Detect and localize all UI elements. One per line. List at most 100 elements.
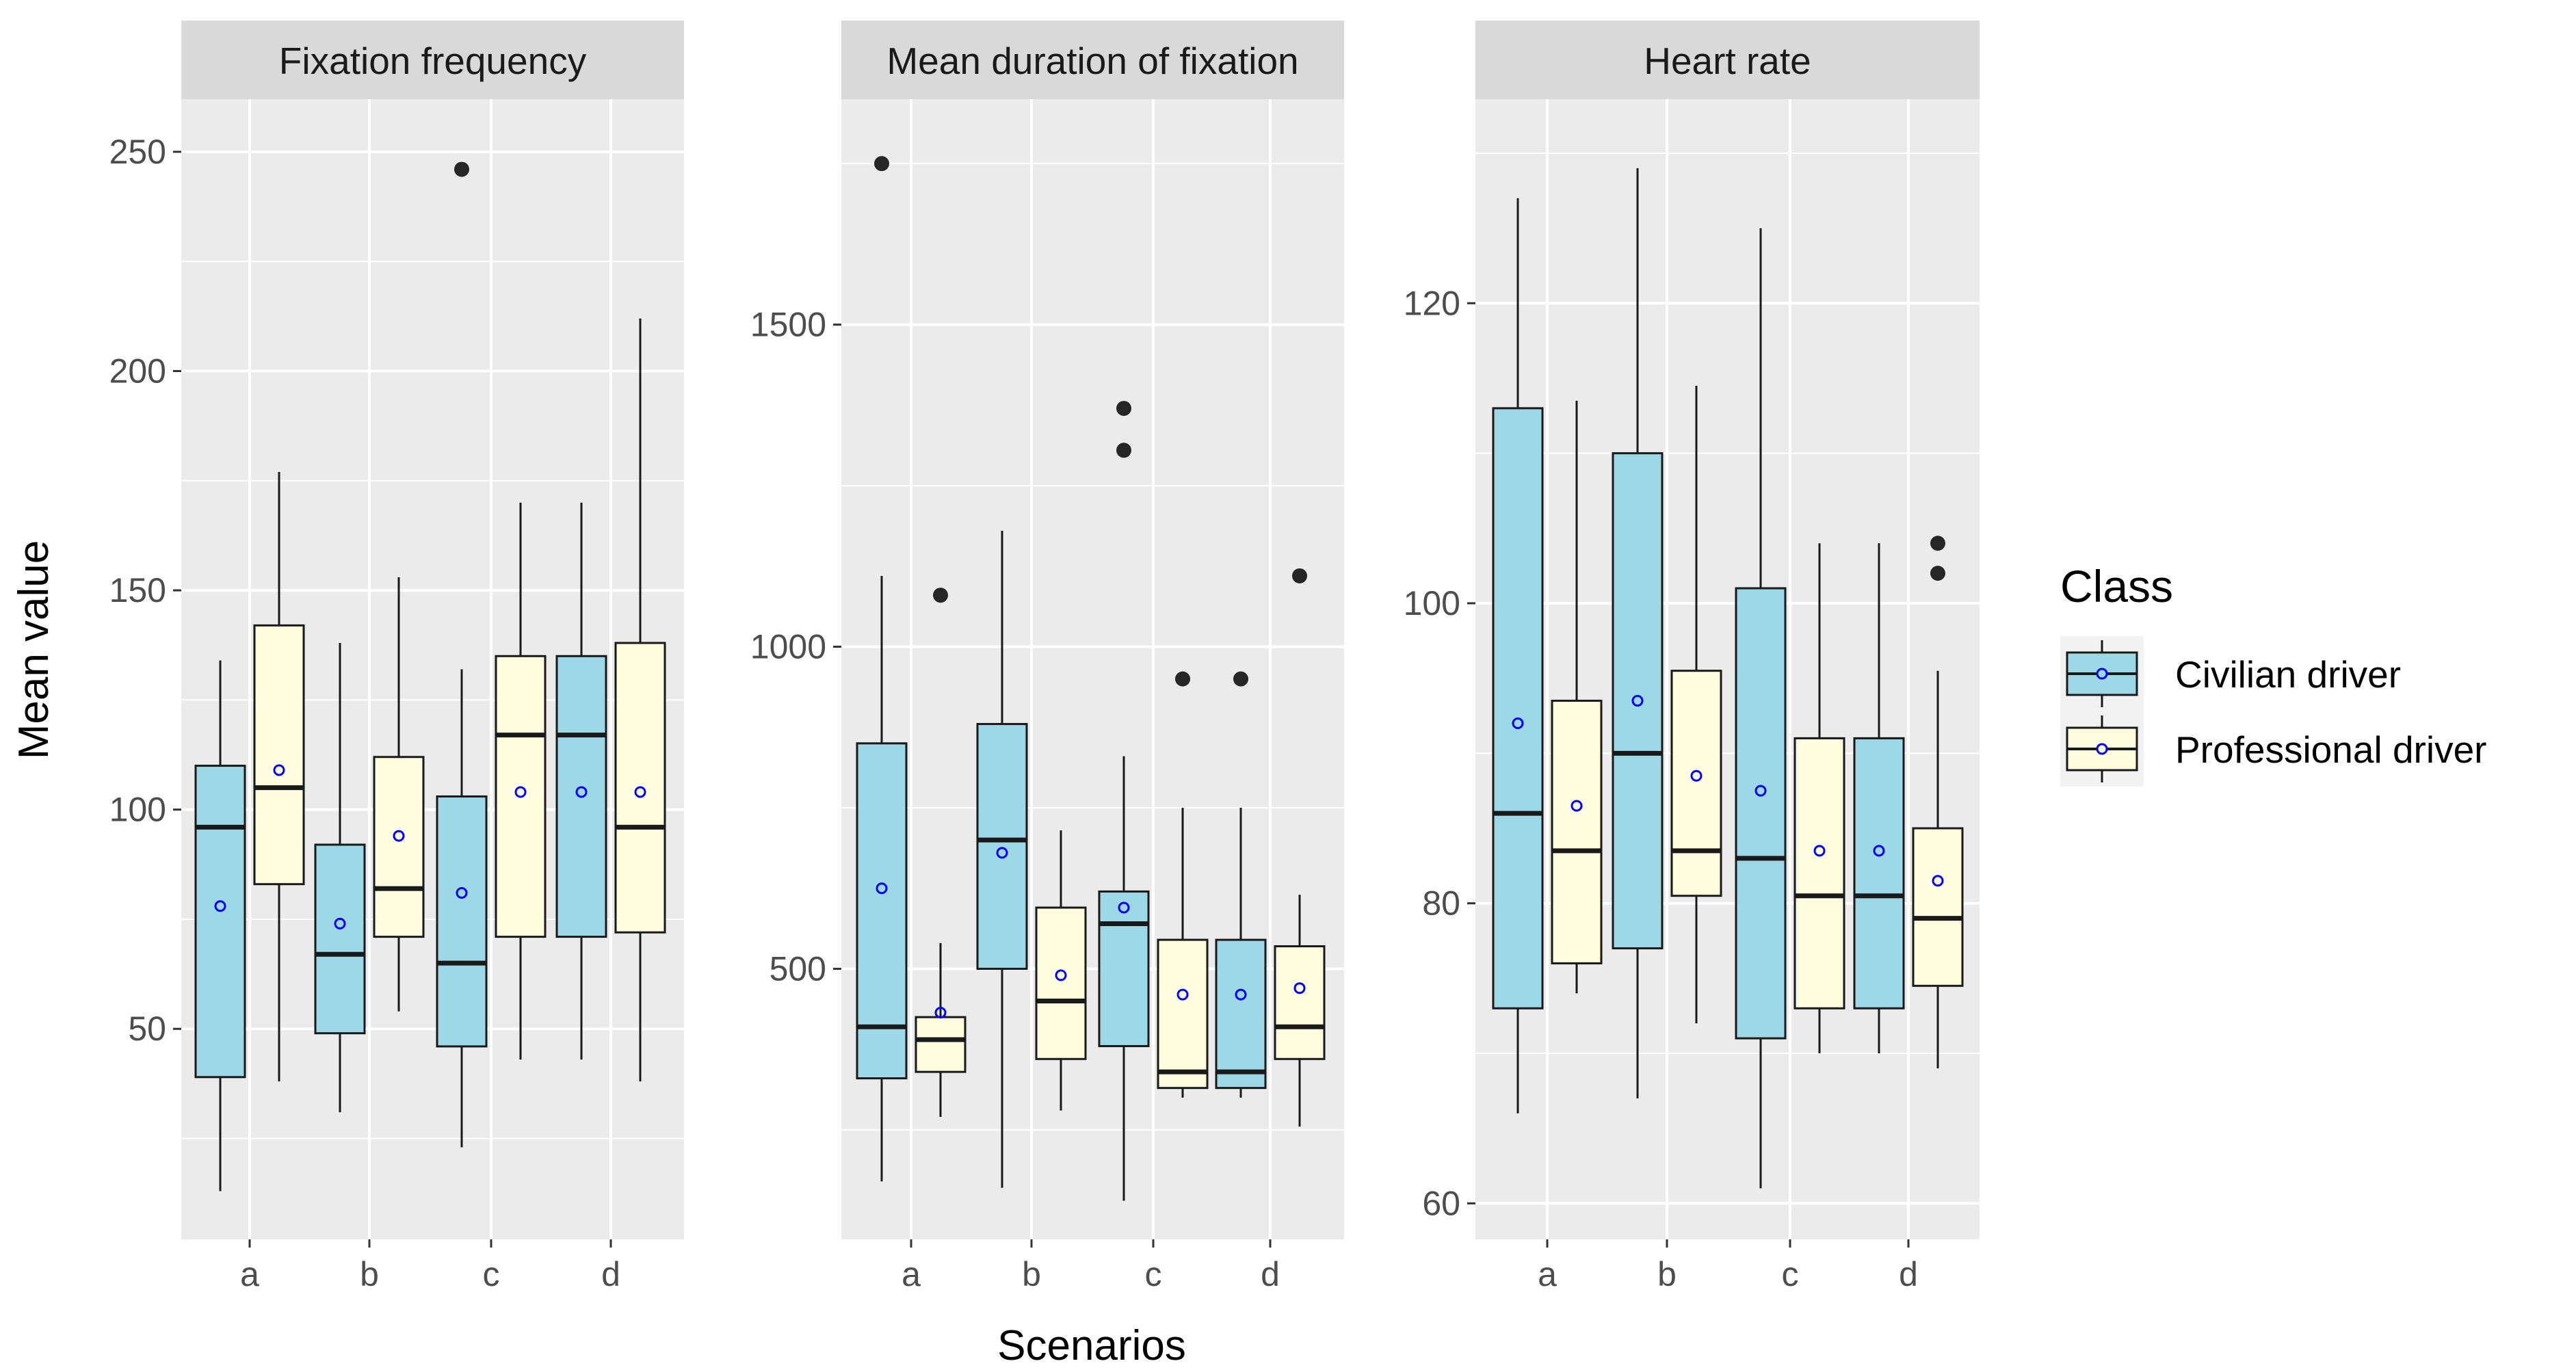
box-d <box>614 318 666 1082</box>
outlier-point <box>1233 671 1248 687</box>
panel-2: Mean duration of fixation 500 1000 1500 a b c d <box>750 21 1344 1293</box>
legend-keys <box>2060 636 2144 787</box>
box-iqr <box>1157 938 1209 1090</box>
box-d <box>1215 671 1267 1098</box>
mean-marker <box>934 1006 947 1018</box>
mean-marker <box>1754 785 1767 797</box>
box-iqr <box>1735 587 1787 1040</box>
mean-marker <box>334 917 346 930</box>
y-tick-label: 250 <box>109 133 166 171</box>
mean-marker <box>393 830 405 842</box>
box-iqr <box>373 756 425 938</box>
y-tick-label: 120 <box>1404 284 1460 322</box>
mean-marker <box>1570 800 1583 812</box>
x-tick-label: a <box>1538 1255 1557 1293</box>
box-iqr <box>1035 906 1087 1060</box>
legend-key-mean <box>2096 743 2108 755</box>
x-tick-label: b <box>1022 1255 1041 1293</box>
strip-background <box>1475 21 1980 99</box>
box-iqr <box>1274 945 1326 1060</box>
legend-label-professional: Professional driver <box>2175 728 2486 771</box>
box-iqr <box>1670 670 1722 897</box>
box-iqr <box>1853 737 1905 1010</box>
mean-marker <box>1512 717 1524 729</box>
mean-marker <box>1235 988 1247 1001</box>
panel-1: Fixation frequency 50 100 150 200 250 a b c d <box>109 21 684 1293</box>
x-axis-title: Scenarios <box>997 1322 1186 1369</box>
mean-marker <box>575 786 588 798</box>
box-d <box>555 502 607 1060</box>
y-tick-label: 500 <box>770 949 826 988</box>
mean-marker <box>456 886 468 899</box>
box-a <box>253 471 305 1082</box>
outlier-point <box>1116 401 1131 417</box>
legend-key-mean <box>2096 668 2108 680</box>
mean-marker <box>1690 769 1703 782</box>
box-iqr <box>1912 827 1964 987</box>
box-c <box>495 502 547 1060</box>
box-b <box>373 577 425 1012</box>
box-iqr <box>856 742 908 1080</box>
box-iqr <box>1612 452 1664 949</box>
box-iqr <box>915 1016 967 1073</box>
y-tick-label: 200 <box>109 352 166 391</box>
y-tick-label: 80 <box>1422 884 1460 923</box>
mean-marker <box>1177 988 1189 1001</box>
strip-title: Fixation frequency <box>279 40 587 82</box>
outlier-point <box>874 156 889 172</box>
x-tick-label: c <box>1782 1255 1799 1293</box>
strip-title: Mean duration of fixation <box>886 40 1298 82</box>
outlier-point <box>454 161 469 177</box>
mean-marker <box>1293 982 1306 994</box>
y-tick-label: 150 <box>109 571 166 609</box>
box-iqr <box>436 795 488 1048</box>
box-iqr <box>1793 737 1845 1010</box>
x-tick-label: d <box>1261 1255 1280 1293</box>
strip-background <box>181 21 684 99</box>
y-tick-label: 60 <box>1422 1184 1460 1222</box>
mean-marker <box>1118 901 1130 914</box>
box-b <box>1612 168 1664 1098</box>
box-d <box>1274 568 1326 1127</box>
x-tick-label: b <box>360 1255 379 1293</box>
outlier-point <box>1930 536 1945 551</box>
box-b <box>976 531 1028 1188</box>
box-iqr <box>1215 938 1267 1090</box>
y-tick-label: 1000 <box>750 628 826 666</box>
strip-background <box>841 21 1344 99</box>
box-c <box>1157 671 1209 1098</box>
legend: Class Civilian driver Professional drive… <box>2060 561 2486 787</box>
box-b <box>1670 385 1722 1024</box>
outlier-point <box>1116 443 1131 458</box>
x-tick-label: a <box>902 1255 921 1293</box>
outlier-point <box>1175 671 1190 687</box>
series-civilian <box>856 156 1267 1201</box>
box-iqr <box>194 765 246 1079</box>
mean-marker <box>1932 875 1944 887</box>
x-tick-label: b <box>1657 1255 1677 1293</box>
box-d <box>1853 543 1905 1054</box>
series-professional <box>1551 385 1964 1068</box>
box-a <box>1551 400 1603 994</box>
mean-marker <box>634 786 646 798</box>
y-tick-label: 100 <box>109 791 166 829</box>
y-tick-label: 100 <box>1404 584 1460 622</box>
box-iqr <box>314 843 366 1035</box>
legend-key-civilian <box>2060 636 2144 711</box>
box-a <box>1492 198 1544 1114</box>
box-iqr <box>976 723 1028 970</box>
x-tick-label: d <box>601 1255 620 1293</box>
box-a <box>856 156 908 1182</box>
box-c <box>1098 401 1150 1201</box>
box-b <box>1035 830 1087 1111</box>
mean-marker <box>1873 845 1885 857</box>
box-a <box>194 660 246 1191</box>
series-civilian <box>194 161 607 1191</box>
outlier-point <box>1292 568 1307 583</box>
x-tick-label: c <box>483 1255 500 1293</box>
y-tick-label: 1500 <box>750 306 826 344</box>
legend-label-civilian: Civilian driver <box>2175 653 2401 696</box>
box-c <box>436 161 488 1148</box>
